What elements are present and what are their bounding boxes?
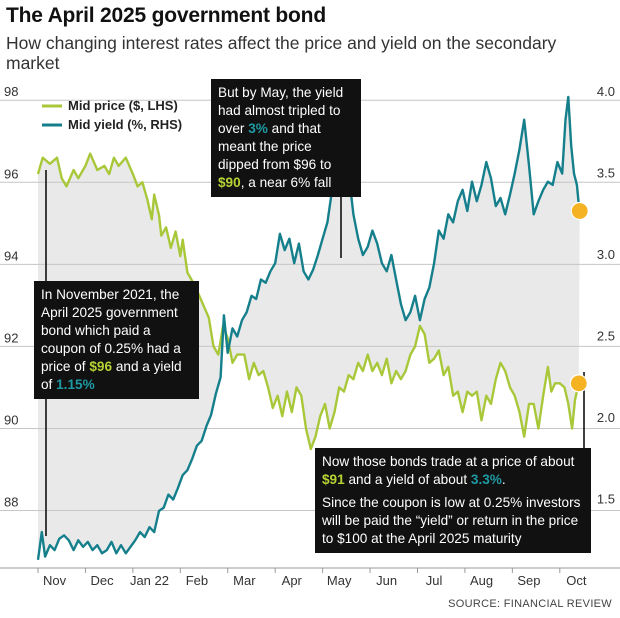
callout-may-yield: 3%: [248, 121, 268, 136]
callout-may-text-3: , a near 6% fall: [240, 175, 332, 190]
left-tick-4: 96: [4, 166, 18, 181]
left-tick-0: 88: [4, 495, 18, 510]
right-tick-4: 3.5: [597, 166, 615, 181]
callout-now-para-2: Since the coupon is low at 0.25% investo…: [322, 495, 581, 546]
marker-price-now: [569, 374, 588, 393]
callout-now-text-1: Now those bonds trade at a price of abou…: [322, 454, 575, 469]
series-line-price: [36, 152, 580, 451]
page-title: The April 2025 government bond: [6, 4, 326, 27]
x-label-2: Jan 22: [130, 573, 169, 588]
x-label-6: May: [327, 573, 352, 588]
x-label-7: Jun: [376, 573, 397, 588]
area-between-series: [38, 96, 580, 560]
right-tick-3: 3.0: [597, 247, 615, 262]
legend-label-1: Mid yield (%, RHS): [68, 117, 182, 132]
callout-now-yield: 3.3%: [470, 472, 502, 487]
legend-label-0: Mid price ($, LHS): [68, 98, 178, 113]
line-layer: [36, 95, 581, 560]
x-label-4: Mar: [233, 573, 256, 588]
right-tick-1: 2.0: [597, 410, 615, 425]
callout-may-price: $90: [218, 175, 241, 190]
callout-now: Now those bonds trade at a price of abou…: [315, 448, 591, 553]
callout-nov-text-2: and a yield of: [41, 359, 182, 392]
series-line-yield: [36, 95, 581, 560]
callout-may-text-2: and that meant the price dipped from $96…: [218, 121, 332, 172]
band-layer: [38, 96, 580, 560]
marker-yield-now: [570, 201, 589, 221]
x-label-8: Jul: [426, 573, 443, 588]
legend: Mid price ($, LHS) Mid yield (%, RHS): [42, 98, 182, 132]
callout-now-text-2: and a yield of about: [344, 472, 471, 487]
x-label-1: Dec: [90, 573, 114, 588]
callout-now-para-1: Now those bonds trade at a price of abou…: [322, 453, 584, 489]
callout-nov-yield: 1.15%: [56, 377, 95, 392]
source-credit: SOURCE: FINANCIAL REVIEW: [448, 598, 612, 610]
x-label-5: Apr: [282, 573, 303, 588]
callout-may-text-1: But by May, the yield had almost tripled…: [218, 85, 344, 136]
callout-nov-text-1: In November 2021, the April 2025 governm…: [41, 287, 181, 374]
right-tick-0: 1.5: [597, 492, 615, 507]
x-label-0: Nov: [43, 573, 67, 588]
left-tick-3: 94: [4, 248, 18, 263]
left-tick-2: 92: [4, 330, 18, 345]
x-label-9: Aug: [470, 573, 493, 588]
x-label-3: Feb: [186, 573, 208, 588]
callout-may: But by May, the yield had almost tripled…: [211, 79, 361, 197]
callout-nov: In November 2021, the April 2025 governm…: [34, 281, 199, 399]
callout-now-text-3: .: [501, 472, 506, 487]
tick-layer: 88 90 92 94 96 98 1.5 2.0 2.5 3.0 3.5 4.0 Nov Dec Jan …: [4, 84, 615, 588]
x-label-10: Sep: [517, 573, 540, 588]
right-tick-5: 4.0: [597, 84, 615, 99]
left-tick-1: 90: [4, 412, 18, 427]
callout-now-price: $91: [322, 472, 345, 487]
left-tick-5: 98: [4, 84, 18, 99]
x-label-11: Oct: [566, 573, 587, 588]
callout-nov-price: $96: [89, 359, 113, 374]
marker-layer: [569, 201, 589, 393]
page-subtitle: How changing interest rates affect the p…: [6, 33, 557, 73]
right-tick-2: 2.5: [597, 329, 615, 344]
